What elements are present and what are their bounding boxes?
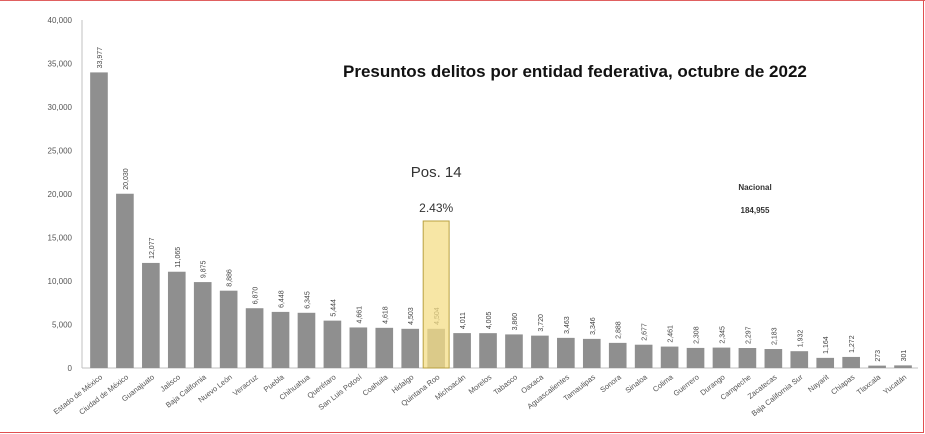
category-label: Nayarit [806,372,831,394]
category-label: Guerrero [672,372,701,398]
category-label: Chiapas [829,372,856,396]
bar [894,365,912,368]
bar [90,72,108,369]
bar-value-label: 1,272 [849,335,856,353]
y-tick-label: 10,000 [48,277,73,286]
y-tick-label: 20,000 [48,190,73,199]
y-tick-label: 15,000 [48,234,73,243]
bar [349,327,368,368]
bar [738,348,757,368]
bar [116,193,134,368]
national-value: 184,955 [741,206,770,215]
bar-value-label: 301 [901,350,908,362]
bar-value-label: 4,005 [486,312,493,330]
category-label: Coahuila [361,372,391,398]
bar [764,349,783,368]
bar [375,327,394,368]
top-border [0,0,925,1]
category-label: Sonora [598,372,623,394]
y-tick-label: 0 [68,364,73,373]
bar [686,347,705,368]
bar-value-label: 8,886 [227,269,234,287]
category-label: Yucatán [881,372,908,396]
y-tick-label: 40,000 [48,16,73,25]
bar [297,312,316,368]
bar-value-label: 1,932 [797,330,804,348]
bar [479,333,497,368]
bar-value-label: 3,463 [564,316,571,334]
bar-value-label: 4,618 [382,306,389,324]
bar-value-label: 273 [875,350,882,362]
y-tick-label: 25,000 [48,147,73,156]
bar-value-label: 2,677 [642,323,649,341]
bar [816,357,835,368]
bar [557,337,575,368]
bar [142,262,160,368]
category-label: Sinaloa [624,372,650,395]
bar [167,271,186,368]
category-label: Morelos [467,372,494,396]
bar-value-label: 4,661 [356,306,363,324]
category-label: Veracruz [231,372,260,397]
category-label: Tabasco [492,372,520,396]
bar-value-label: 2,308 [694,326,701,344]
bar-value-label: 9,875 [201,260,208,278]
bar [401,328,420,368]
bar [193,282,212,368]
y-tick-label: 30,000 [48,103,73,112]
bar [582,338,601,368]
bar [323,320,342,368]
bar [634,344,653,368]
bar-value-label: 4,011 [460,312,467,329]
bar [271,311,290,368]
bar-value-label: 12,077 [149,237,156,259]
highlight-box [422,220,450,369]
category-label: Tlaxcala [855,372,883,397]
y-tick-label: 35,000 [48,60,73,69]
bar-value-label: 2,297 [745,326,752,344]
bar-value-label: 2,345 [719,326,726,344]
bar-value-label: 3,860 [512,313,519,331]
national-label: Nacional [738,183,771,192]
bar [245,308,264,368]
bar [842,356,860,368]
y-tick-label: 5,000 [52,321,73,330]
bar-value-label: 2,888 [616,321,623,339]
bar-value-label: 6,870 [253,287,260,305]
percent-annotation: 2.43% [419,201,453,215]
bar-value-label: 6,345 [304,291,311,309]
position-annotation: Pos. 14 [411,164,462,181]
bar [531,335,549,368]
bar [505,334,523,368]
chart-title: Presuntos delitos por entidad federativa… [343,62,807,81]
bar [453,333,471,368]
bar [868,365,886,368]
bar-value-label: 5,444 [330,299,337,317]
bar [660,346,679,368]
bar [712,347,731,368]
bar [219,290,238,368]
bar-value-label: 11,065 [175,247,182,268]
bar [790,351,809,368]
bar-value-label: 2,183 [771,327,778,345]
bar-value-label: 33,977 [97,47,104,69]
bar-value-label: 4,503 [408,307,415,325]
bar-value-label: 2,461 [668,325,675,343]
bar-value-label: 3,720 [538,314,545,332]
bar [608,342,627,368]
bar-value-label: 3,346 [590,317,597,335]
bar-value-label: 1,164 [823,336,830,354]
bar-value-label: 6,448 [279,290,286,308]
bar-value-label: 20,030 [123,168,130,190]
